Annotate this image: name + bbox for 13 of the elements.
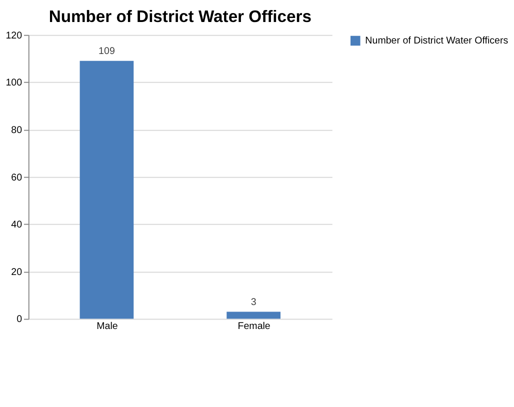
y-tick-label: 120 xyxy=(6,30,23,42)
y-tick-label: 60 xyxy=(11,172,23,184)
y-tick-label: 20 xyxy=(11,266,23,278)
x-tick-label: Male xyxy=(96,321,118,332)
y-tick-label: 80 xyxy=(11,124,23,136)
y-tick-label: 0 xyxy=(16,314,23,326)
x-tick-label: Female xyxy=(238,321,270,332)
chart-title: Number of District Water Officers xyxy=(48,7,312,26)
data-label: 109 xyxy=(98,46,115,58)
legend-label: Number of District Water Officers xyxy=(365,36,508,47)
y-tick-label: 100 xyxy=(6,78,23,89)
data-label: 3 xyxy=(250,296,257,308)
y-tick-label: 40 xyxy=(11,220,23,231)
